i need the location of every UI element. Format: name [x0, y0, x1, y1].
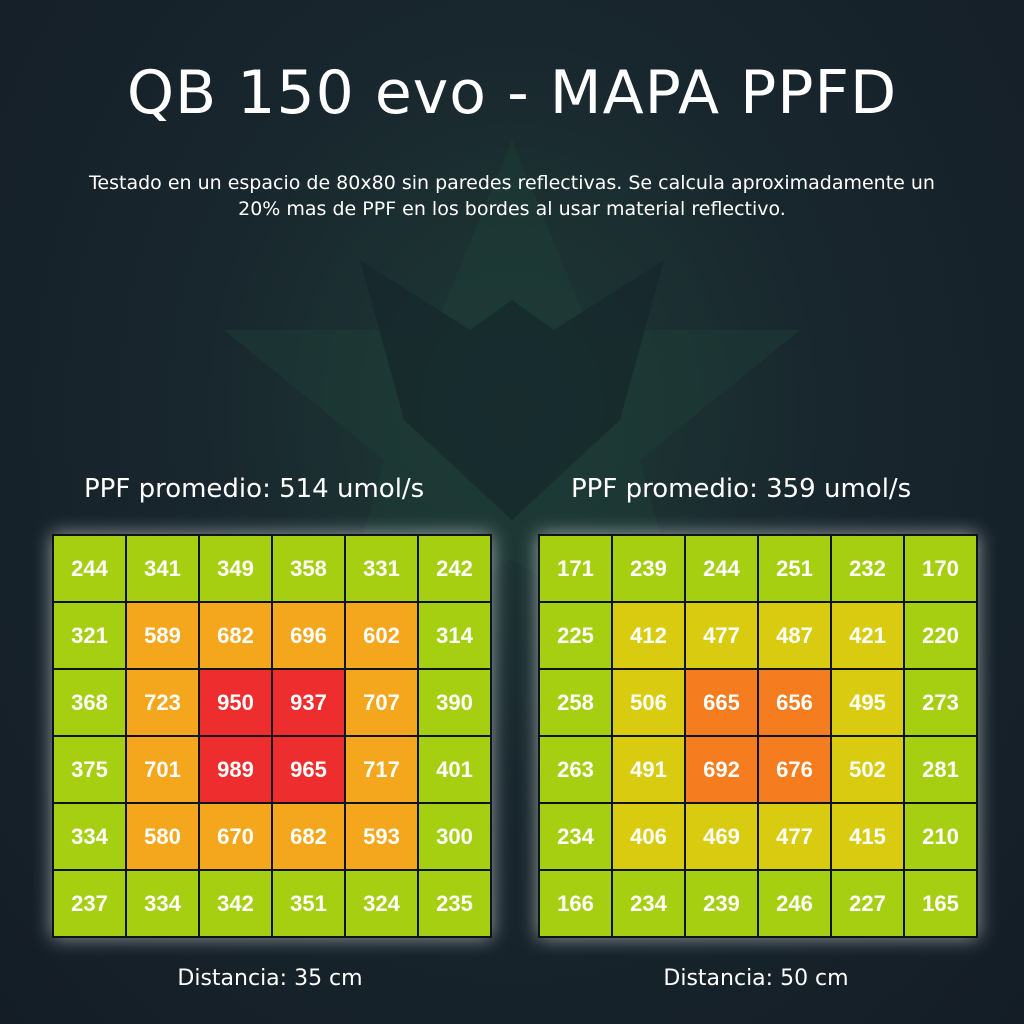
heatmap-cell: 237	[54, 871, 125, 936]
heatmap-cell: 234	[613, 871, 684, 936]
heatmap-cell: 314	[419, 603, 490, 668]
heatmap-cell: 334	[127, 871, 198, 936]
heatmap-cell: 692	[686, 737, 757, 802]
heatmap-cell: 358	[273, 536, 344, 601]
heatmap-cell: 273	[905, 670, 976, 735]
heatmap-cell: 965	[273, 737, 344, 802]
heatmap-cell: 258	[540, 670, 611, 735]
heatmap-cell: 701	[127, 737, 198, 802]
heatmap-cell: 487	[759, 603, 830, 668]
heatmap-cell: 321	[54, 603, 125, 668]
heatmap-cell: 665	[686, 670, 757, 735]
heatmap-cell: 477	[686, 603, 757, 668]
heatmap-cell: 324	[346, 871, 417, 936]
heatmap-50cm: 171 239 244 251 232 170 225 412 477 487 421 220 258 5…	[538, 534, 978, 938]
heatmap-2-title: PPF promedio: 359 umol/s	[571, 474, 912, 504]
heatmap-cell: 334	[54, 804, 125, 869]
heatmap-cell: 696	[273, 603, 344, 668]
heatmap-cell: 670	[200, 804, 271, 869]
heatmap-cell: 469	[686, 804, 757, 869]
heatmap-cell: 165	[905, 871, 976, 936]
heatmap-cell: 220	[905, 603, 976, 668]
heatmap-cell: 506	[613, 670, 684, 735]
heatmap-cell: 589	[127, 603, 198, 668]
heatmap-cell: 342	[200, 871, 271, 936]
heatmap-cell: 676	[759, 737, 830, 802]
heatmap-cell: 349	[200, 536, 271, 601]
heatmap-cell: 351	[273, 871, 344, 936]
heatmap-cell: 656	[759, 670, 830, 735]
heatmap-cell: 412	[613, 603, 684, 668]
heatmap-cell: 682	[200, 603, 271, 668]
heatmap-1-title: PPF promedio: 514 umol/s	[84, 474, 425, 504]
heatmap-cell: 415	[832, 804, 903, 869]
heatmap-cell: 246	[759, 871, 830, 936]
heatmap-cell: 170	[905, 536, 976, 601]
heatmap-cell: 331	[346, 536, 417, 601]
heatmap-cell: 244	[686, 536, 757, 601]
heatmap-cell: 300	[419, 804, 490, 869]
heatmap-cell: 341	[127, 536, 198, 601]
heatmap-cell: 717	[346, 737, 417, 802]
heatmap-cell: 368	[54, 670, 125, 735]
heatmap-cell: 232	[832, 536, 903, 601]
heatmap-2-distance-label: Distancia: 50 cm	[663, 966, 849, 991]
heatmap-cell: 723	[127, 670, 198, 735]
heatmap-cell: 239	[686, 871, 757, 936]
heatmap-cell: 263	[540, 737, 611, 802]
heatmap-1-distance-label: Distancia: 35 cm	[177, 966, 363, 991]
heatmap-cell: 281	[905, 737, 976, 802]
heatmap-35cm: 244 341 349 358 331 242 321 589 682 696 602 314 368 7…	[52, 534, 492, 938]
heatmap-cell: 491	[613, 737, 684, 802]
heatmap-cell: 401	[419, 737, 490, 802]
heatmap-cell: 210	[905, 804, 976, 869]
heatmap-cell: 989	[200, 737, 271, 802]
heatmap-cell: 580	[127, 804, 198, 869]
heatmap-cell: 227	[832, 871, 903, 936]
heatmap-cell: 239	[613, 536, 684, 601]
heatmap-cell: 937	[273, 670, 344, 735]
heatmap-cell: 593	[346, 804, 417, 869]
heatmap-cell: 602	[346, 603, 417, 668]
heatmap-cell: 251	[759, 536, 830, 601]
heatmap-cell: 707	[346, 670, 417, 735]
heatmap-cell: 390	[419, 670, 490, 735]
heatmap-cell: 406	[613, 804, 684, 869]
heatmap-cell: 502	[832, 737, 903, 802]
heatmap-cell: 421	[832, 603, 903, 668]
heatmap-cell: 235	[419, 871, 490, 936]
page-subtitle: Testado en un espacio de 80x80 sin pared…	[89, 172, 935, 220]
heatmap-cell: 950	[200, 670, 271, 735]
heatmap-cell: 495	[832, 670, 903, 735]
heatmap-cell: 682	[273, 804, 344, 869]
heatmap-cell: 375	[54, 737, 125, 802]
heatmap-cell: 171	[540, 536, 611, 601]
heatmap-cell: 242	[419, 536, 490, 601]
heatmap-cell: 244	[54, 536, 125, 601]
heatmap-cell: 477	[759, 804, 830, 869]
heatmap-cell: 166	[540, 871, 611, 936]
page-title: QB 150 evo - MAPA PPFD	[126, 58, 898, 128]
heatmap-cell: 225	[540, 603, 611, 668]
heatmap-cell: 234	[540, 804, 611, 869]
